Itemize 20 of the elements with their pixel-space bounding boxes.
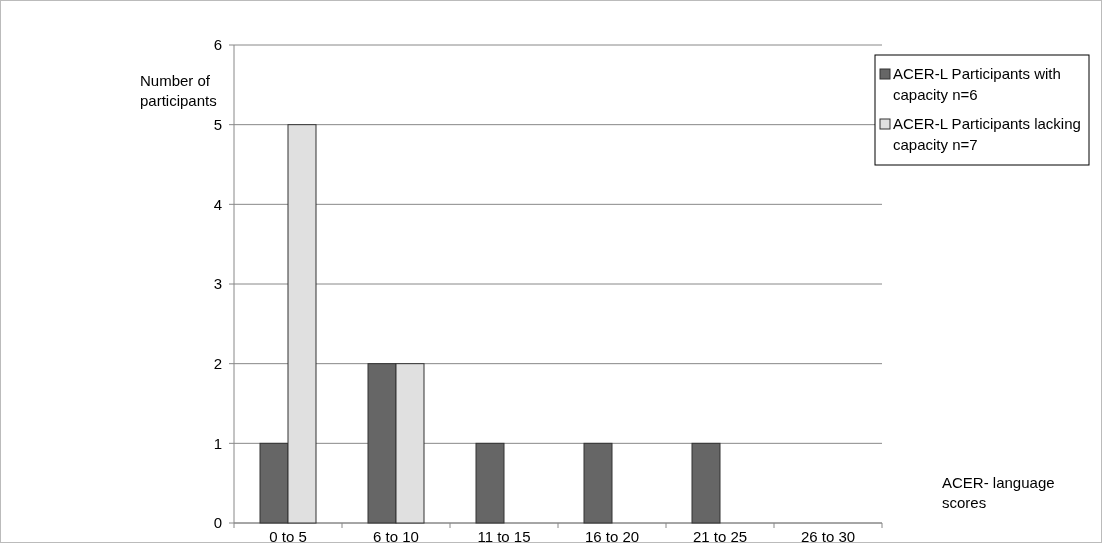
- y-tick-label: 6: [213, 36, 222, 54]
- x-tick-label: 26 to 30: [800, 528, 856, 543]
- y-tick-label: 4: [213, 195, 222, 213]
- x-tick-label: 11 to 15: [477, 528, 531, 543]
- x-tick-label: 6 to 10: [373, 528, 419, 543]
- y-tick-label: 0: [213, 514, 222, 532]
- x-tick-label: 0 to 5: [269, 528, 307, 543]
- legend-label: ACER-L Participants lacking capacity n=7: [893, 115, 1081, 153]
- x-axis-title: ACER- language scores: [942, 474, 1055, 511]
- legend-label: ACER-L Participants with capacity n=6: [893, 65, 1061, 103]
- y-tick-label: 2: [213, 354, 222, 372]
- x-tick-label: 16 to 20: [584, 528, 640, 543]
- y-tick-label: 1: [213, 434, 222, 452]
- bar: [583, 442, 613, 524]
- y-tick-label: 3: [213, 275, 222, 293]
- bar: [691, 442, 721, 524]
- bar: [475, 442, 505, 524]
- y-tick-label: 5: [213, 115, 222, 133]
- x-tick-label: 21 to 25: [692, 528, 748, 543]
- y-axis-title: Number of participants: [140, 72, 217, 109]
